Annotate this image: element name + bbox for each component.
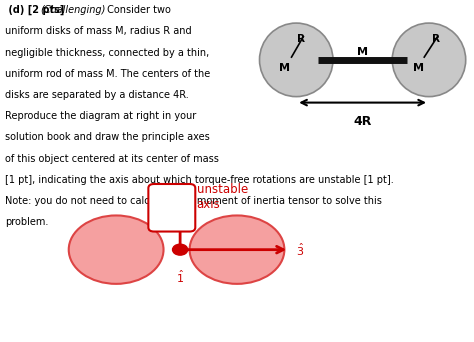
Text: problem.: problem.	[5, 217, 48, 227]
Text: Consider two: Consider two	[104, 5, 171, 15]
Text: negligible thickness, connected by a thin,: negligible thickness, connected by a thi…	[5, 48, 209, 57]
Text: (d) [2 pts]: (d) [2 pts]	[5, 5, 67, 15]
FancyBboxPatch shape	[148, 184, 195, 232]
Text: uniform rod of mass M. The centers of the: uniform rod of mass M. The centers of th…	[5, 69, 210, 79]
Text: M: M	[413, 63, 424, 74]
Text: of this object centered at its center of mass: of this object centered at its center of…	[5, 154, 219, 163]
Text: Reproduce the diagram at right in your: Reproduce the diagram at right in your	[5, 111, 196, 121]
Text: 4R: 4R	[354, 115, 372, 128]
Ellipse shape	[259, 23, 333, 97]
Text: R: R	[432, 34, 440, 44]
Text: (Challenging): (Challenging)	[40, 5, 106, 15]
Text: M: M	[357, 47, 368, 57]
Circle shape	[173, 244, 188, 255]
Text: disks are separated by a distance 4R.: disks are separated by a distance 4R.	[5, 90, 189, 100]
Text: solution book and draw the principle axes: solution book and draw the principle axe…	[5, 132, 210, 142]
Text: Note: you do not need to calculate the moment of inertia tensor to solve this: Note: you do not need to calculate the m…	[5, 196, 382, 206]
Text: M: M	[279, 63, 290, 74]
Text: uniform disks of mass M, radius R and: uniform disks of mass M, radius R and	[5, 26, 191, 36]
Ellipse shape	[392, 23, 465, 97]
Text: [1 pt], indicating the axis about which torque-free rotations are unstable [1 pt: [1 pt], indicating the axis about which …	[5, 175, 393, 185]
Text: $\hat{3}$: $\hat{3}$	[296, 241, 304, 258]
Text: unstable
axis: unstable axis	[197, 183, 248, 211]
Circle shape	[69, 215, 164, 284]
Circle shape	[190, 215, 284, 284]
Text: $\hat{1}$: $\hat{1}$	[176, 268, 184, 285]
Text: R: R	[297, 34, 305, 44]
